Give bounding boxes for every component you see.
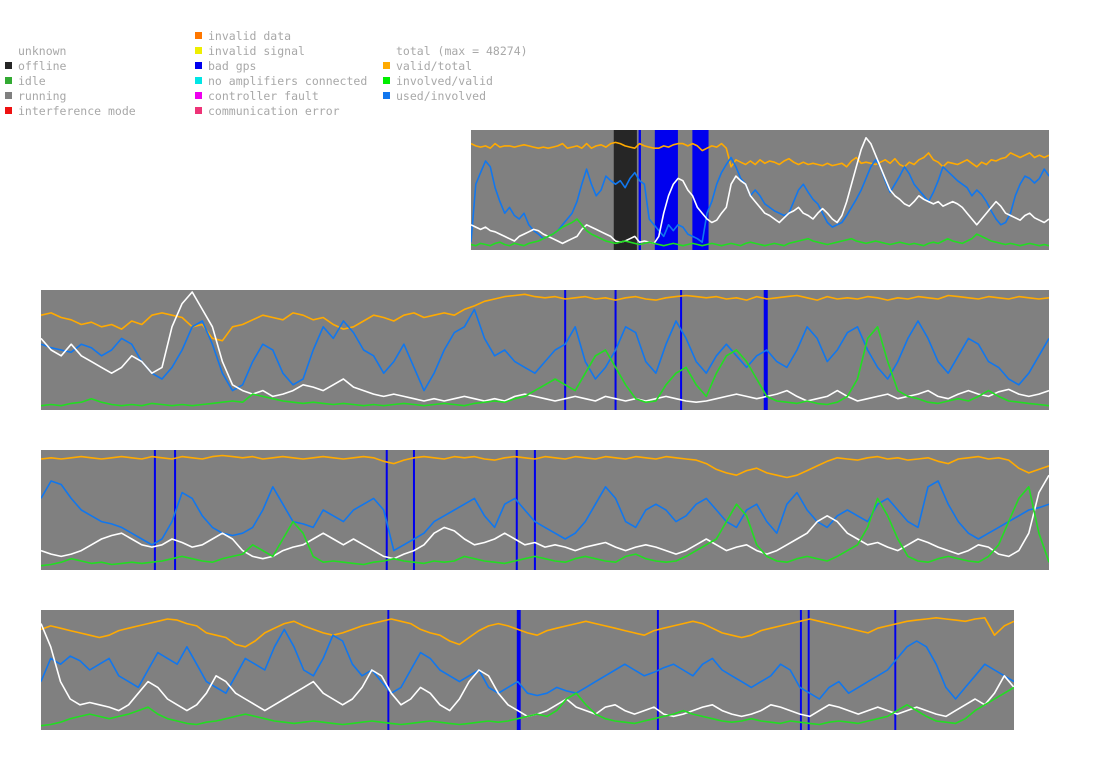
- series-line-total: [41, 474, 1049, 560]
- series-line-used-involved: [41, 480, 1049, 552]
- chart-panel-1: [471, 130, 1049, 250]
- series-line-valid-total: [41, 293, 1049, 342]
- state-band-bad-gps: [799, 610, 802, 730]
- legend-label: offline: [18, 59, 67, 73]
- series-line-involved-valid: [471, 218, 1049, 247]
- state-band-bad-gps: [515, 450, 518, 570]
- gap-band: [640, 130, 655, 250]
- series-line-used-involved: [471, 156, 1049, 243]
- legend-swatch-idle: [5, 77, 12, 84]
- legend-label: unknown: [18, 44, 67, 58]
- gap-band: [636, 130, 639, 250]
- series-line-involved-valid: [41, 485, 1049, 567]
- state-band-bad-gps: [412, 450, 415, 570]
- series-line-involved-valid: [41, 325, 1049, 407]
- legend-swatch-invalid-data: [195, 32, 202, 39]
- legend-swatch-communication-error: [195, 107, 202, 114]
- legend-label: bad gps: [208, 59, 257, 73]
- chart-panel-2-svg: [41, 290, 1049, 410]
- plot-background: [41, 610, 1014, 730]
- state-band-bad-gps: [564, 290, 567, 410]
- chart-panel-4: [41, 610, 1014, 730]
- legend-label: used/involved: [396, 89, 487, 103]
- legend-label: running: [18, 89, 67, 103]
- state-band-bad-gps: [807, 610, 810, 730]
- legend-swatch-used-involved: [383, 92, 390, 99]
- series-line-total: [471, 137, 1049, 245]
- series-line-valid-total: [41, 617, 1014, 648]
- legend-label: invalid data: [208, 29, 292, 43]
- state-band-bad-gps: [654, 130, 678, 250]
- legend-swatch-valid-total: [383, 62, 390, 69]
- chart-panel-3: [41, 450, 1049, 570]
- series-line-valid-total: [471, 141, 1049, 168]
- series-line-used-involved: [41, 628, 1014, 700]
- plot-background: [41, 290, 1049, 410]
- series-line-total: [41, 291, 1049, 403]
- legend-swatch-bad-gps: [195, 62, 202, 69]
- series-line-valid-total: [41, 454, 1049, 479]
- state-band-bad-gps: [638, 130, 641, 250]
- legend-label: communication error: [208, 104, 340, 118]
- legend-label: invalid signal: [208, 44, 305, 58]
- legend-swatch-controller-fault: [195, 92, 202, 99]
- state-band-bad-gps: [680, 290, 683, 410]
- legend-label: valid/total: [396, 59, 473, 73]
- plot-background: [471, 130, 1049, 250]
- legend: unknown offline idle running interferenc…: [0, 0, 1095, 125]
- legend-label: idle: [18, 74, 46, 88]
- state-band-bad-gps: [174, 450, 177, 570]
- gap-band: [677, 130, 693, 250]
- chart-panel-2: [41, 290, 1049, 410]
- legend-swatch-no-amplifiers: [195, 77, 202, 84]
- legend-swatch-running: [5, 92, 12, 99]
- legend-label: controller fault: [208, 89, 319, 103]
- series-line-used-involved: [41, 308, 1049, 392]
- state-band-offline: [613, 130, 637, 250]
- legend-label: no amplifiers connected: [208, 74, 368, 88]
- legend-swatch-offline: [5, 62, 12, 69]
- state-band-bad-gps: [387, 610, 390, 730]
- state-band-bad-gps: [153, 450, 156, 570]
- legend-swatch-invalid-signal: [195, 47, 202, 54]
- legend-label: involved/valid: [396, 74, 493, 88]
- state-band-bad-gps: [692, 130, 709, 250]
- legend-swatch-interference-mode: [5, 107, 12, 114]
- series-line-involved-valid: [41, 686, 1014, 727]
- state-band-bad-gps: [385, 450, 388, 570]
- chart-panel-1-svg: [471, 130, 1049, 250]
- legend-label: interference mode: [18, 104, 136, 118]
- chart-panel-3-svg: [41, 450, 1049, 570]
- legend-label: total (max = 48274): [396, 44, 528, 58]
- plot-background: [41, 450, 1049, 570]
- state-band-bad-gps: [516, 610, 521, 730]
- state-band-bad-gps: [894, 610, 897, 730]
- legend-swatch-involved-valid: [383, 77, 390, 84]
- state-band-bad-gps: [533, 450, 536, 570]
- chart-panel-4-svg: [41, 610, 1014, 730]
